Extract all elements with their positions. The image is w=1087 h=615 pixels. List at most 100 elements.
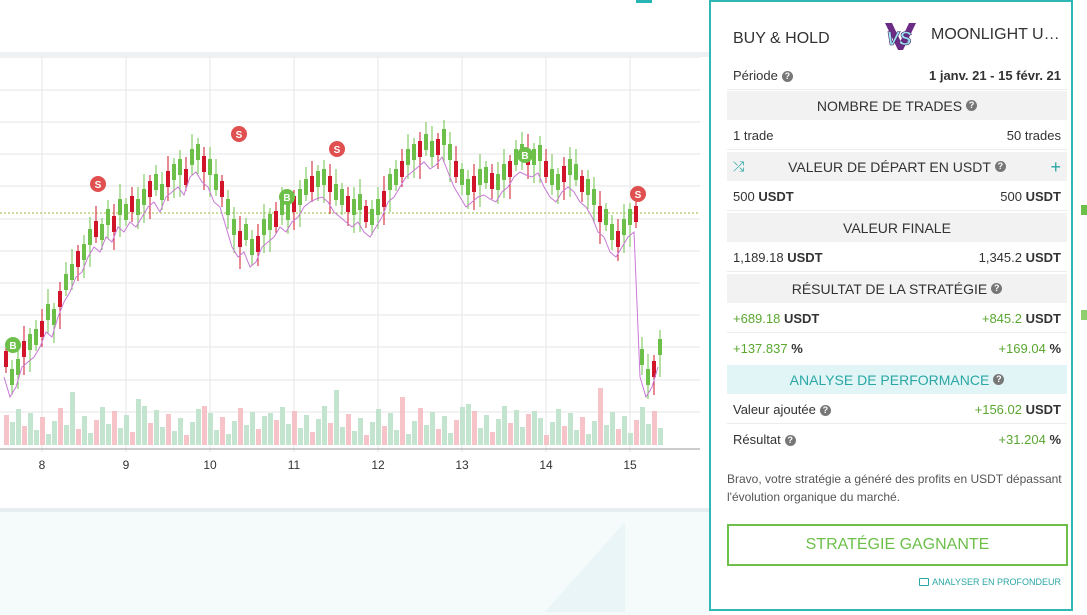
plus-icon[interactable]: + <box>1050 156 1061 177</box>
candle-body <box>100 224 104 240</box>
volume-bar <box>532 411 537 445</box>
candle-body <box>424 134 428 150</box>
volume-bar <box>508 423 513 445</box>
x-axis-tick-label: 13 <box>455 458 469 472</box>
candlestick-chart[interactable]: B S S B S B S <box>0 57 700 452</box>
volume-bar <box>634 420 639 445</box>
volume-bar <box>16 409 21 445</box>
volume-bar <box>310 432 315 445</box>
candle-body <box>298 189 302 205</box>
deep-analysis-label: ANALYSER EN PROFONDEUR <box>932 577 1061 587</box>
candle-body <box>28 334 32 350</box>
volume-bar <box>190 422 195 445</box>
volume-bar <box>406 434 411 445</box>
volume-bar <box>556 409 561 445</box>
volume-bar <box>538 418 543 445</box>
volume-bar <box>334 390 339 445</box>
candle-body <box>478 169 482 185</box>
percent-unit: % <box>1049 432 1061 447</box>
candle-body <box>346 196 350 212</box>
result-right-value: +845.2 <box>981 310 1022 326</box>
price-marker <box>1081 205 1087 215</box>
candle-body <box>406 149 410 165</box>
candle-body <box>208 159 212 175</box>
candle-body <box>196 144 200 160</box>
volume-bar <box>118 428 123 445</box>
signal-label: S <box>236 130 243 141</box>
candle-body <box>22 341 26 357</box>
help-icon[interactable]: ? <box>966 100 978 111</box>
start-row: 500 USDT 500 USDT <box>727 182 1067 211</box>
candle-body <box>334 184 338 200</box>
candle-body <box>52 309 56 325</box>
candle-body <box>148 181 152 197</box>
candle-body <box>658 339 662 355</box>
percent-right-value: +169.04 <box>998 341 1046 356</box>
volume-bar <box>376 409 381 445</box>
help-icon[interactable]: ? <box>994 161 1006 172</box>
unit-label: USDT <box>1025 188 1061 204</box>
volume-bar <box>304 415 309 445</box>
volume-bar <box>274 420 279 445</box>
volume-bar <box>262 416 267 445</box>
candle-body <box>490 173 494 189</box>
result-value: +31.204 <box>998 432 1046 447</box>
candle-body <box>292 196 296 212</box>
volume-bar <box>220 417 225 445</box>
candle-body <box>412 144 416 160</box>
x-axis-tick-label: 11 <box>287 458 301 472</box>
result-pct-row: Résultat? +31.204 % <box>727 425 1067 454</box>
signal-marker <box>279 189 295 205</box>
result-left-value: +689.18 <box>733 310 781 326</box>
volume-bar <box>322 406 327 445</box>
volume-bar <box>658 428 663 445</box>
winning-strategy-button[interactable]: STRATÉGIE GAGNANTE <box>727 524 1068 566</box>
volume-bar <box>172 431 177 445</box>
volume-bar <box>646 424 651 445</box>
help-icon[interactable]: ? <box>784 435 796 447</box>
candle-body <box>592 189 596 205</box>
volume-bar <box>424 425 429 445</box>
x-axis-tick-label: 15 <box>623 458 637 472</box>
candle-body <box>310 176 314 192</box>
candle-body <box>40 321 44 337</box>
help-icon[interactable]: ? <box>991 283 1003 294</box>
candle-body <box>544 161 548 177</box>
volume-bar <box>328 423 333 445</box>
candle-body <box>472 176 476 192</box>
buy-hold-title: BUY & HOLD <box>733 30 830 47</box>
candle-body <box>220 181 224 197</box>
volume-bar <box>544 435 549 445</box>
deep-analysis-link[interactable]: ANALYSER EN PROFONDEUR <box>919 577 1061 587</box>
candle-body <box>58 291 62 307</box>
shuffle-icon[interactable]: ⤮ <box>733 158 745 174</box>
volume-bar <box>64 425 69 445</box>
volume-bar <box>352 431 357 445</box>
trades-section-header: NOMBRE DE TRADES? <box>727 91 1067 120</box>
volume-bar <box>4 415 9 445</box>
signal-marker <box>630 186 646 202</box>
candle-body <box>118 199 122 215</box>
candle-body <box>466 179 470 195</box>
volume-bar <box>22 426 27 445</box>
volume-bar <box>628 433 633 445</box>
result-row: +689.18 USDT +845.2 USDT <box>727 304 1067 333</box>
help-icon[interactable]: ? <box>781 70 793 82</box>
help-icon[interactable]: ? <box>993 374 1005 385</box>
volume-bar <box>34 430 39 445</box>
candle-body <box>10 369 14 385</box>
help-icon[interactable]: ? <box>819 404 831 416</box>
candle-body <box>388 174 392 190</box>
candle-body <box>358 194 362 210</box>
candle-body <box>202 156 206 172</box>
candle-body <box>430 141 434 157</box>
candle-body <box>244 224 248 240</box>
candle-body <box>556 174 560 190</box>
candle-body <box>112 216 116 232</box>
result-header: RÉSULTAT DE LA STRATÉGIE <box>791 280 988 297</box>
candle-body <box>622 219 626 235</box>
signal-marker <box>231 126 247 142</box>
volume-bar <box>298 428 303 445</box>
signal-marker <box>5 337 21 353</box>
candle-body <box>64 274 68 290</box>
